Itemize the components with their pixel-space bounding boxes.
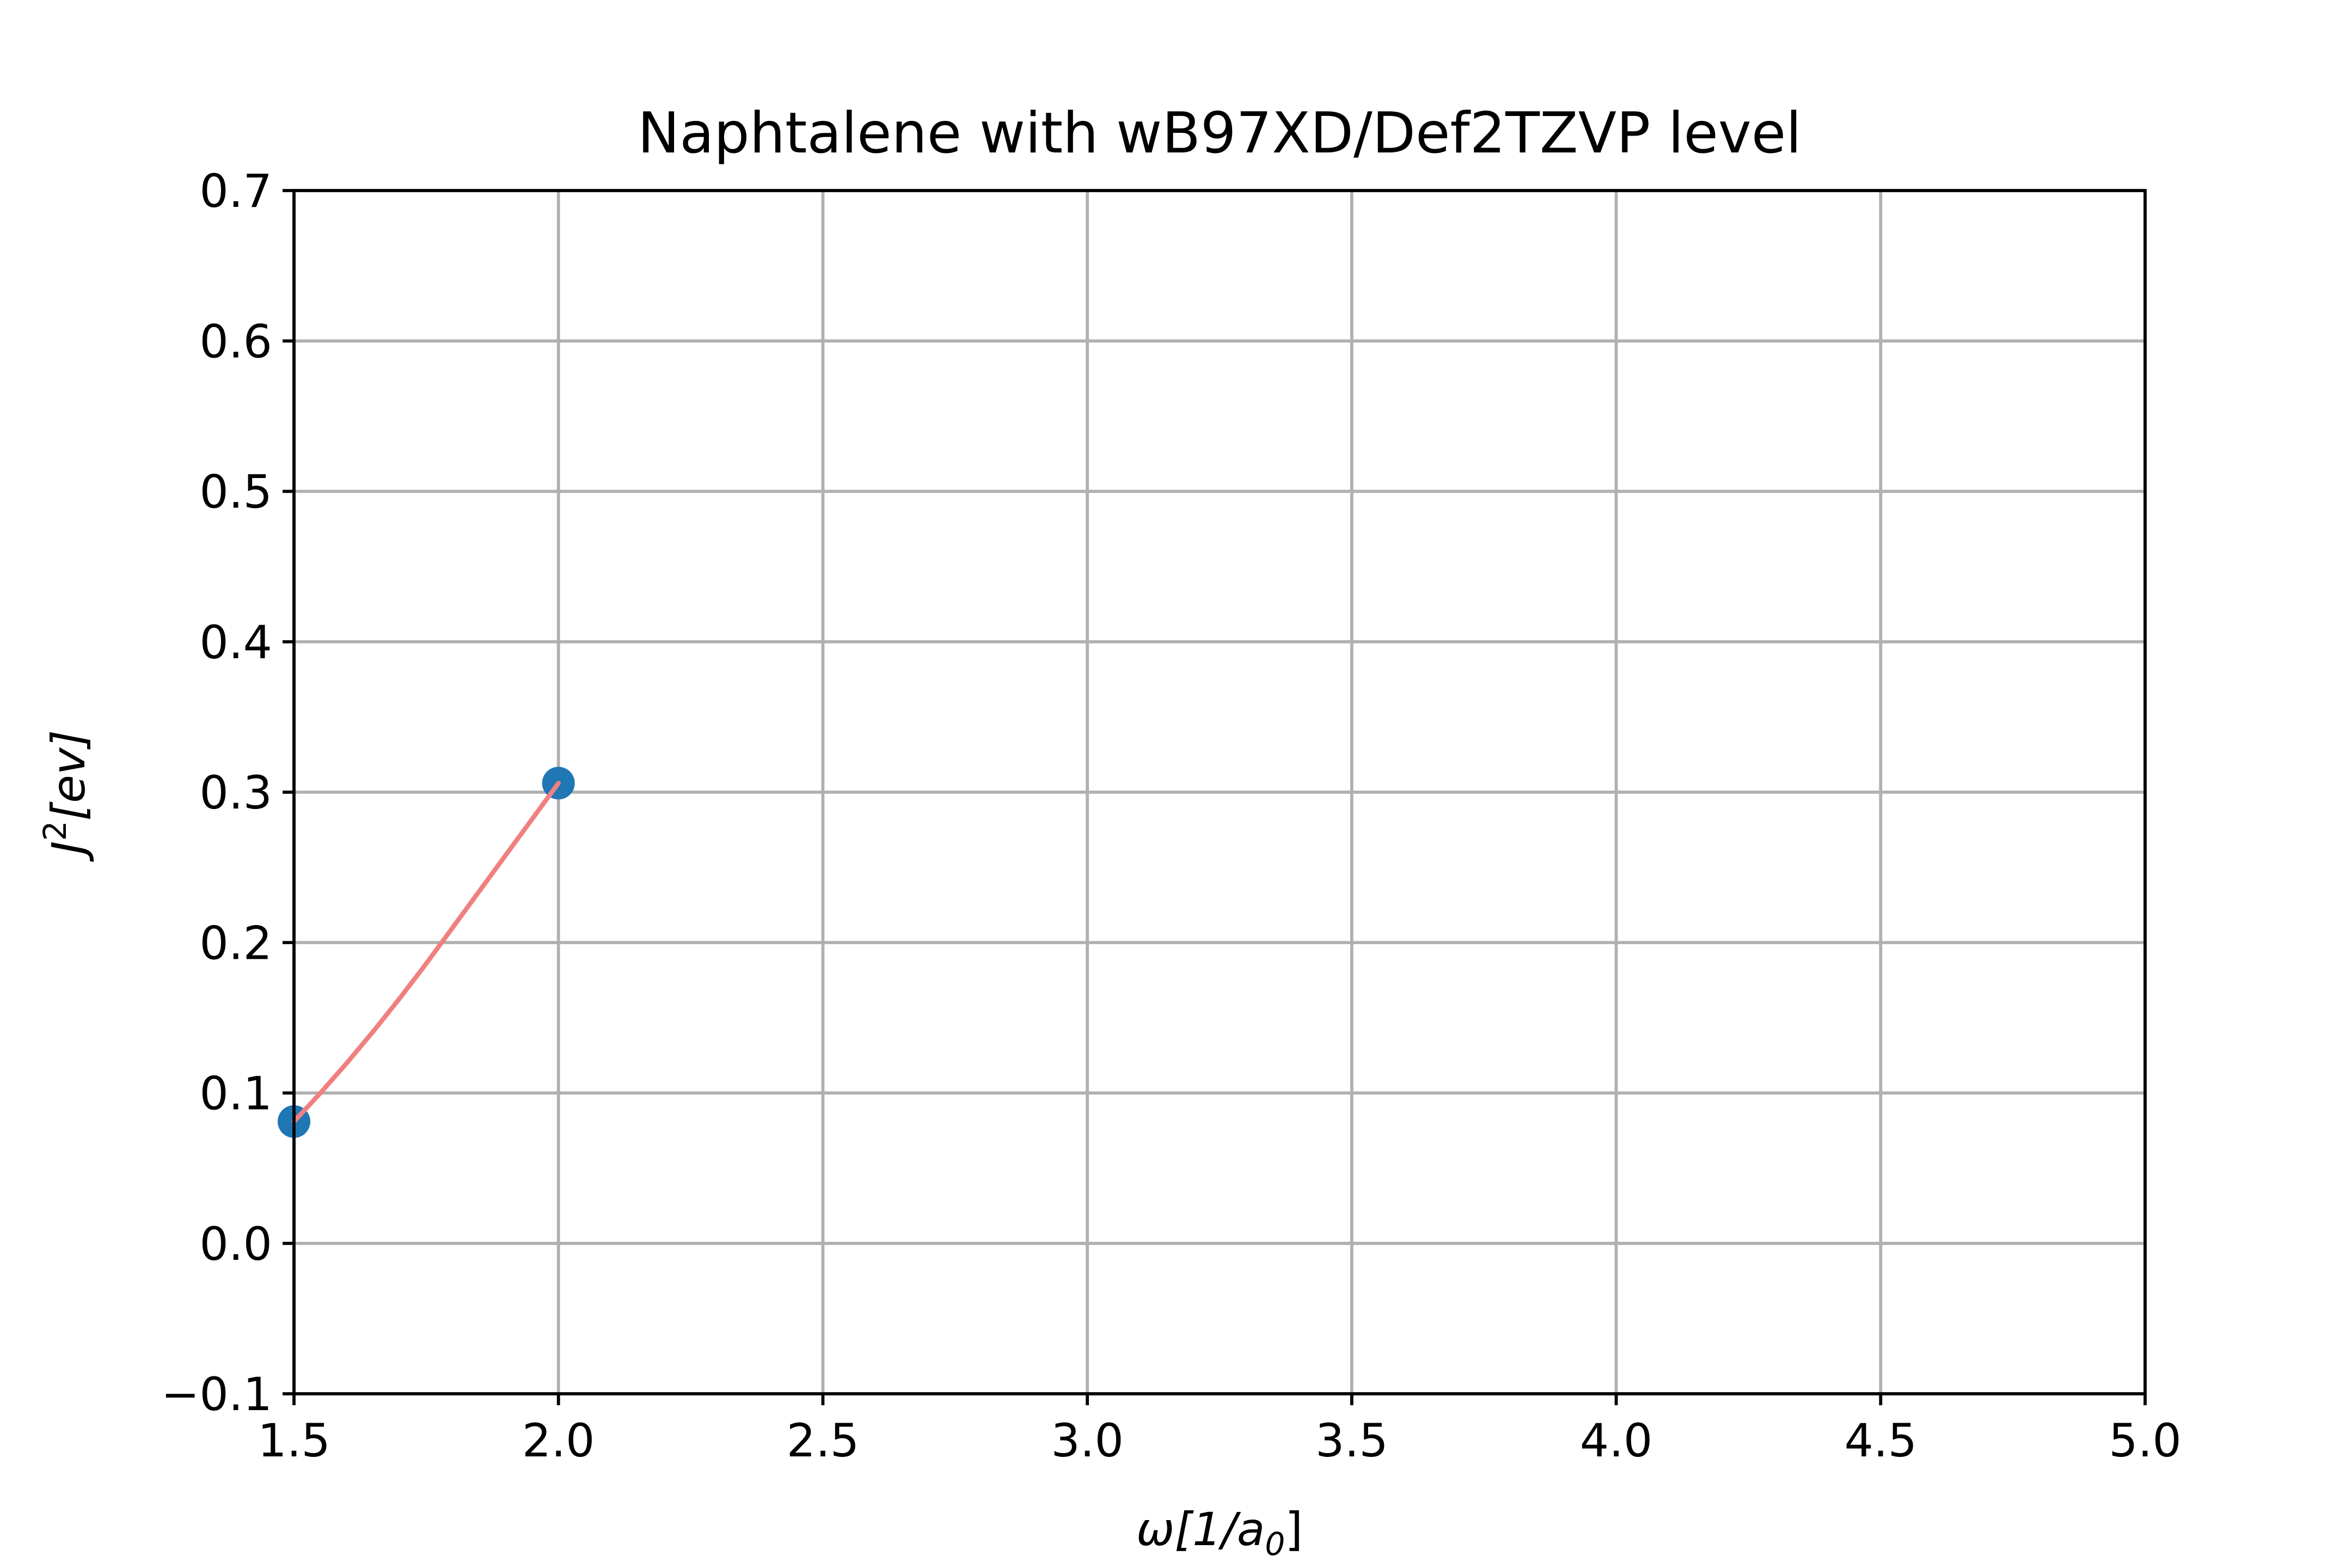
- x-axis-label: ω[1/a0]: [1136, 1503, 1303, 1563]
- y-tick-label: 0.4: [199, 616, 272, 669]
- x-tick-label: 1.5: [258, 1414, 330, 1467]
- y-tick-label: 0.7: [199, 164, 272, 218]
- y-tick-label: 0.1: [199, 1067, 272, 1120]
- y-tick-label: 0.6: [199, 315, 272, 368]
- y-tick-label: 0.3: [199, 766, 272, 819]
- x-tick-label: 3.5: [1315, 1414, 1388, 1467]
- chart-title: Naphtalene with wB97XD/Def2TZVP level: [638, 101, 1802, 166]
- y-tick-label: 0.0: [199, 1217, 272, 1271]
- series-layer: [278, 767, 575, 1138]
- x-tick-label: 5.0: [2109, 1414, 2182, 1467]
- x-tick-label: 3.0: [1051, 1414, 1124, 1467]
- y-tick-label: 0.5: [199, 465, 272, 519]
- x-tick-label: 4.5: [1844, 1414, 1917, 1467]
- y-tick-label: 0.2: [199, 916, 272, 970]
- ticks: 1.5 2.0 2.5 3.0 3.5 4.0 4.5 5.0 −0.1 0.0 0.1 0.2 0.3…: [161, 164, 2182, 1467]
- fit-curve-line: [291, 781, 561, 1124]
- y-axis-label: J2[ev]: [36, 730, 95, 862]
- y-tick-label: −0.1: [161, 1368, 272, 1421]
- x-tick-label: 2.0: [522, 1414, 595, 1467]
- x-tick-label: 2.5: [787, 1414, 860, 1467]
- x-tick-label: 4.0: [1580, 1414, 1653, 1467]
